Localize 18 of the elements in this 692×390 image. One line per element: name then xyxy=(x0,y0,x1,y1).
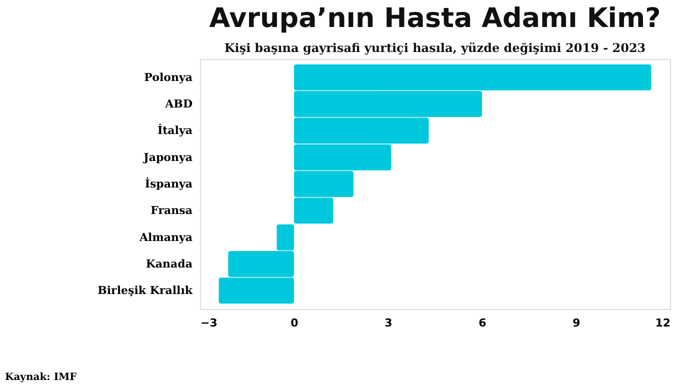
y-tick-label: Polonya xyxy=(144,70,192,84)
y-tick-label: İspanya xyxy=(144,176,192,190)
text: Kaynak: IMF xyxy=(5,372,77,383)
y-tick-label: İtalya xyxy=(157,123,192,138)
y-tick-label: Japonya xyxy=(142,150,192,164)
x-tick-label: 0 xyxy=(290,316,299,330)
chart-subtitle: Kişi başına gayrisafi yurtiçi hasıla, yüzde değişimi 2019 - 2023 xyxy=(224,41,646,55)
x-tick-label: 6 xyxy=(478,316,487,330)
y-tick-label: Fransa xyxy=(150,204,192,218)
chart-title: Avrupa’nın Hasta Adamı Kim? xyxy=(209,3,661,34)
x-tick-label: 12 xyxy=(655,316,670,330)
x-tick-label: 9 xyxy=(572,316,580,330)
y-tick-label: Birleşik Krallık xyxy=(98,284,193,298)
x-tick-label: 3 xyxy=(384,316,392,330)
x-tick-label: −3 xyxy=(200,316,218,330)
y-tick-label: Kanada xyxy=(146,258,192,270)
y-tick-label: ABD xyxy=(164,98,193,110)
y-tick-label: Almanya xyxy=(138,230,192,244)
